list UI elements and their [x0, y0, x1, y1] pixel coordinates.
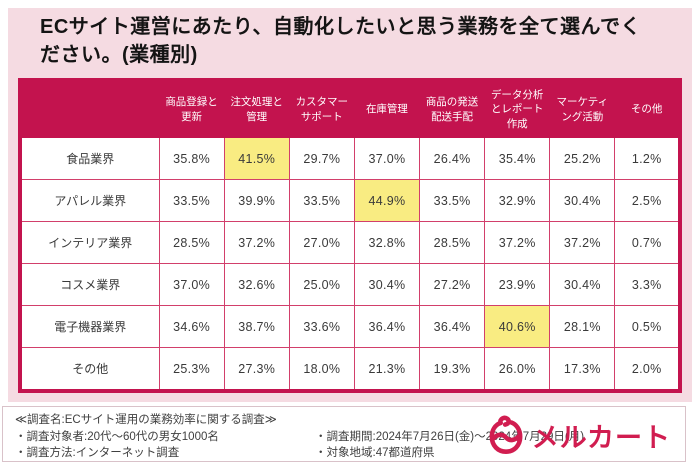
value-cell: 37.2%: [549, 221, 616, 264]
page-title: ECサイト運営にあたり、自動化したいと思う業務を全て選んでく ださい。(業種別): [40, 16, 641, 66]
table-row: 電子機器業界 34.6% 38.7% 33.6% 36.4% 36.4% 40.6% 28.1…: [19, 305, 681, 348]
value-cell: 37.2%: [484, 221, 551, 264]
value-cell: 25.2%: [549, 137, 616, 180]
value-cell: 1.2%: [614, 137, 681, 180]
column-header: カスタマー サポート: [288, 79, 355, 138]
value-cell: 32.6%: [223, 263, 290, 306]
value-cell: 25.0%: [288, 263, 355, 306]
survey-notes: ≪調査名:ECサイト運用の業務効率に関する調査≫ ・調査対象者:20代〜60代の…: [15, 412, 584, 462]
value-cell: 33.6%: [288, 305, 355, 348]
value-cell: 0.7%: [614, 221, 681, 264]
column-header: マーケティ ング活動: [549, 79, 616, 138]
value-cell: 23.9%: [484, 263, 551, 306]
column-header: 在庫管理: [353, 79, 421, 138]
survey-detail-left: ・調査対象者:20代〜60代の男女1000名: [15, 430, 219, 443]
value-cell: 33.5%: [418, 179, 486, 222]
value-cell: 25.3%: [158, 347, 225, 392]
value-cell: 27.0%: [288, 221, 355, 264]
value-cell: 28.5%: [418, 221, 486, 264]
table-row: その他 25.3% 27.3% 18.0% 21.3% 19.3% 26.0% 17.3% 2.…: [19, 347, 681, 392]
column-header: 注文処理と 管理: [223, 79, 290, 138]
value-cell: 37.2%: [223, 221, 290, 264]
value-cell: 26.4%: [418, 137, 486, 180]
value-cell: 37.0%: [158, 263, 225, 306]
survey-detail-line: ・調査方法:インターネット調査 ・対象地域:47都道府県: [15, 445, 584, 462]
survey-name-line: ≪調査名:ECサイト運用の業務効率に関する調査≫: [15, 412, 584, 429]
value-cell: 2.5%: [614, 179, 681, 222]
column-header: 商品の発送 配送手配: [418, 79, 486, 138]
table-row: インテリア業界 28.5% 37.2% 27.0% 32.8% 28.5% 37.2% 37.…: [19, 221, 681, 264]
survey-notes-panel: ≪調査名:ECサイト運用の業務効率に関する調査≫ ・調査対象者:20代〜60代の…: [2, 406, 686, 462]
value-cell: 27.2%: [418, 263, 486, 306]
value-cell-highlighted: 44.9%: [353, 179, 421, 222]
corner-cell: [19, 79, 160, 138]
value-cell: 3.3%: [614, 263, 681, 306]
value-cell: 0.5%: [614, 305, 681, 348]
value-cell: 33.5%: [158, 179, 225, 222]
value-cell: 30.4%: [353, 263, 421, 306]
value-cell: 36.4%: [353, 305, 421, 348]
value-cell: 35.4%: [484, 137, 551, 180]
value-cell: 28.5%: [158, 221, 225, 264]
brand-logo-text: メルカート: [531, 422, 671, 453]
value-cell-highlighted: 40.6%: [484, 305, 551, 348]
column-header: その他: [614, 79, 681, 138]
column-header: 商品登録と 更新: [158, 79, 225, 138]
value-cell: 30.4%: [549, 179, 616, 222]
value-cell: 33.5%: [288, 179, 355, 222]
table-row: 食品業界 35.8% 41.5% 29.7% 37.0% 26.4% 35.4% 25.2% 1…: [19, 137, 681, 180]
survey-name: ≪調査名:ECサイト運用の業務効率に関する調査≫: [15, 414, 277, 426]
value-cell: 39.9%: [223, 179, 290, 222]
survey-table: 商品登録と 更新 注文処理と 管理 カスタマー サポート 在庫管理 商品の発送 配送手配…: [18, 78, 682, 393]
survey-detail-left: ・調査方法:インターネット調査: [15, 447, 180, 460]
value-cell: 26.0%: [484, 347, 551, 392]
table-row: アパレル業界 33.5% 39.9% 33.5% 44.9% 33.5% 32.9% 30.4…: [19, 179, 681, 222]
value-cell: 2.0%: [614, 347, 681, 392]
value-cell: 19.3%: [418, 347, 486, 392]
value-cell: 36.4%: [418, 305, 486, 348]
value-cell: 38.7%: [223, 305, 290, 348]
row-label: アパレル業界: [19, 179, 160, 222]
table-row: コスメ業界 37.0% 32.6% 25.0% 30.4% 27.2% 23.9% 30.4%…: [19, 263, 681, 306]
value-cell: 30.4%: [549, 263, 616, 306]
value-cell: 29.7%: [288, 137, 355, 180]
mercart-bag-icon: [489, 415, 523, 454]
value-cell: 17.3%: [549, 347, 616, 392]
value-cell: 35.8%: [158, 137, 225, 180]
value-cell: 28.1%: [549, 305, 616, 348]
column-header: データ分析 とレポート 作成: [484, 79, 551, 138]
value-cell: 21.3%: [353, 347, 421, 392]
value-cell: 32.8%: [353, 221, 421, 264]
value-cell: 37.0%: [353, 137, 421, 180]
value-cell: 32.9%: [484, 179, 551, 222]
value-cell: 18.0%: [288, 347, 355, 392]
value-cell: 34.6%: [158, 305, 225, 348]
brand-logo: メルカート: [486, 415, 671, 455]
survey-detail-right: ・対象地域:47都道府県: [315, 447, 435, 460]
row-label: その他: [19, 347, 160, 392]
value-cell: 27.3%: [223, 347, 290, 392]
table-header: 商品登録と 更新 注文処理と 管理 カスタマー サポート 在庫管理 商品の発送 配送手配…: [19, 79, 681, 138]
row-label: 電子機器業界: [19, 305, 160, 348]
row-label: 食品業界: [19, 137, 160, 180]
value-cell-highlighted: 41.5%: [223, 137, 290, 180]
row-label: コスメ業界: [19, 263, 160, 306]
row-label: インテリア業界: [19, 221, 160, 264]
